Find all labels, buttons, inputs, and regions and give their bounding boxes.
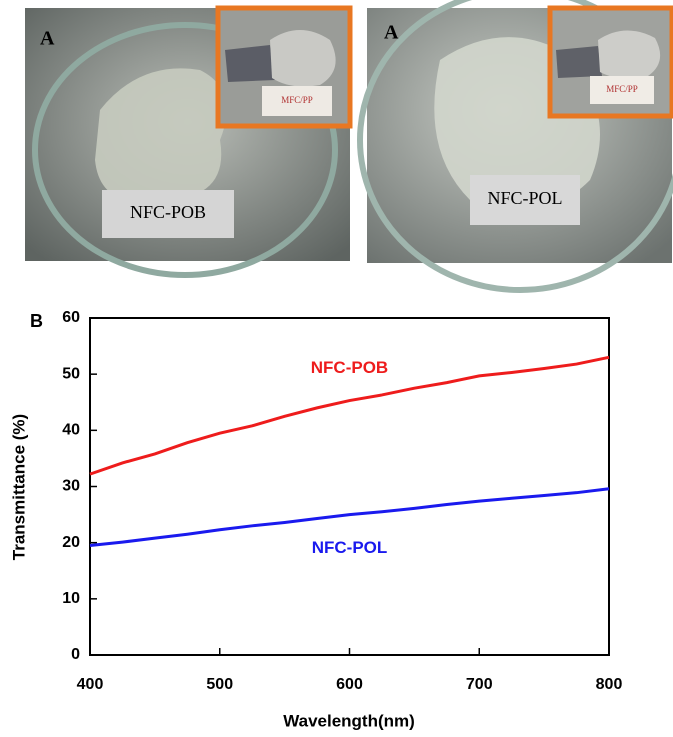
inset-text: MFC/PP (281, 95, 313, 105)
y-tick-label: 40 (62, 422, 80, 439)
photo-caption: NFC-POL (487, 188, 562, 208)
y-tick-label: 20 (62, 534, 80, 551)
x-tick-label: 800 (596, 676, 623, 693)
y-tick-label: 60 (62, 309, 80, 326)
y-tick-label: 30 (62, 478, 80, 495)
series-line (90, 489, 609, 546)
panel-label: B (30, 311, 43, 331)
inset-text: MFC/PP (606, 84, 638, 94)
photo-left (25, 8, 350, 275)
panel-label: A (40, 28, 55, 50)
x-tick-label: 400 (77, 676, 104, 693)
x-axis-label: Wavelength(nm) (283, 711, 415, 730)
x-tick-label: 500 (206, 676, 233, 693)
y-tick-label: 50 (62, 365, 80, 382)
y-tick-label: 10 (62, 590, 80, 607)
x-tick-label: 600 (336, 676, 363, 693)
series-label: NFC-POL (312, 538, 388, 557)
panel-label: A (384, 22, 399, 44)
photo-right (360, 0, 673, 290)
x-tick-label: 700 (466, 676, 493, 693)
series-label: NFC-POB (311, 358, 388, 377)
y-axis-label: Transmittance (%) (9, 414, 28, 560)
figure: A NFC-POB MFC/PP A NFC-POL MFC/PP B Wave… (0, 0, 673, 732)
y-tick-label: 0 (71, 646, 80, 663)
photo-caption: NFC-POB (130, 202, 206, 222)
